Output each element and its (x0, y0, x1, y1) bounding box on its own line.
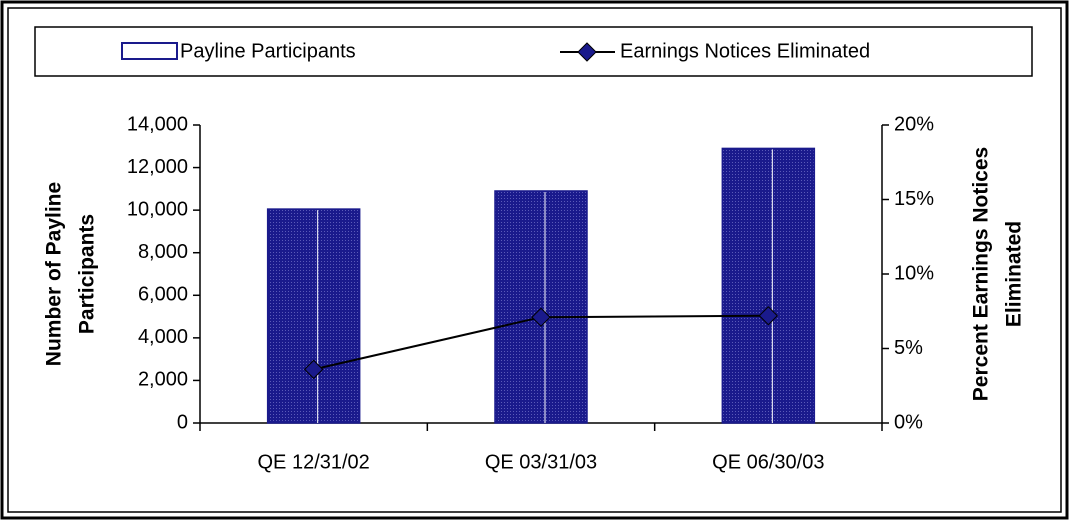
inner-border (7, 7, 1062, 513)
legend-box (34, 26, 1033, 77)
marker (531, 307, 551, 327)
y-tick-label: 8,000 (138, 241, 188, 263)
x-tick-label: QE 12/31/02 (258, 451, 370, 473)
marker (758, 306, 779, 326)
y-tick-label: 2,000 (138, 369, 188, 391)
x-tick-label: QE 06/30/03 (712, 451, 824, 473)
y2-tick-label: 10% (894, 262, 934, 284)
axis-label: Number of Payline (43, 182, 66, 366)
y2-tick-label: 5% (894, 337, 923, 359)
axis-label: Eliminated (1003, 221, 1026, 327)
bar (494, 190, 588, 424)
y2-tick-label: 20% (894, 113, 934, 135)
y-tick-label: 4,000 (138, 326, 188, 348)
y2-tick-label: 15% (894, 188, 934, 210)
legend-marker (577, 42, 597, 62)
legend-label: Earnings Notices Eliminated (620, 40, 870, 62)
bar (266, 208, 361, 424)
axis-label: Percent Earnings Notices (970, 147, 993, 401)
y-tick-label: 0 (177, 411, 188, 433)
y-tick-label: 6,000 (138, 284, 188, 306)
axis-label: Participants (76, 214, 99, 334)
marker (303, 359, 324, 380)
legend-swatch (121, 42, 178, 60)
legend-label: Payline Participants (180, 40, 356, 62)
x-tick-label: QE 03/31/03 (485, 451, 597, 473)
bar (721, 147, 816, 424)
y2-tick-label: 0% (894, 411, 923, 433)
y-tick-label: 14,000 (127, 113, 188, 135)
y-tick-label: 10,000 (127, 198, 188, 220)
y-tick-label: 12,000 (127, 156, 188, 178)
